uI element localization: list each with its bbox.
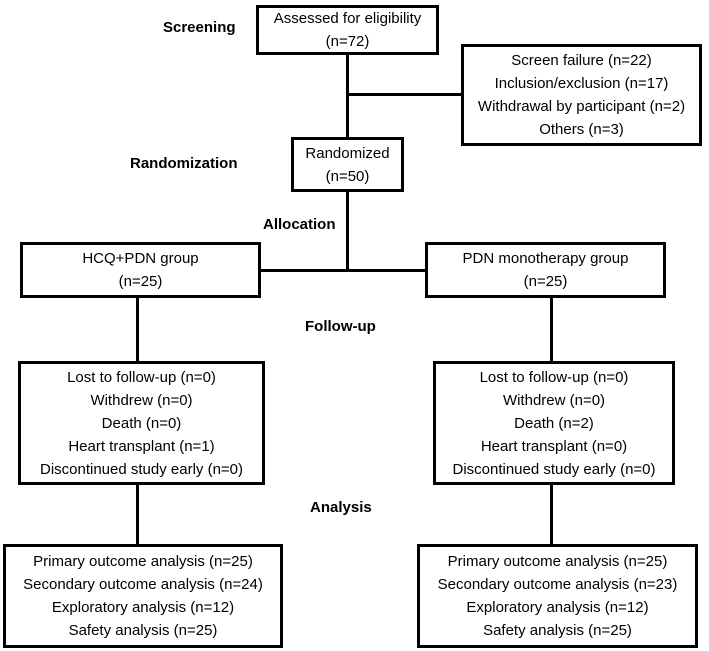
box-line: (n=72) xyxy=(325,33,370,50)
box-pdn-monotherapy-group: PDN monotherapy group (n=25) xyxy=(425,242,666,298)
box-line: Withdrew (n=0) xyxy=(502,391,606,409)
box-followup-hcq-group: Lost to follow-up (n=0) Withdrew (n=0) D… xyxy=(18,361,265,485)
box-line: Randomized xyxy=(305,144,390,162)
stage-label-analysis: Analysis xyxy=(310,499,372,516)
box-analysis-pdn-group: Primary outcome analysis (n=25) Secondar… xyxy=(417,544,698,648)
box-line: Others (n=3) xyxy=(539,121,624,138)
box-line: Exploratory analysis (n=12) xyxy=(51,599,235,616)
box-line: Death (n=0) xyxy=(101,414,182,432)
box-line: Withdrew (n=0) xyxy=(90,391,193,409)
connector-to-excluded-box xyxy=(346,93,461,96)
box-line: Assessed for eligibility xyxy=(273,10,422,27)
box-line: Secondary outcome analysis (n=24) xyxy=(23,576,263,593)
box-line: Primary outcome analysis (n=25) xyxy=(33,553,253,570)
box-line: Lost to follow-up (n=0) xyxy=(67,368,216,386)
stage-label-allocation: Allocation xyxy=(263,216,336,233)
box-screen-failure-exclusions: Screen failure (n=22) Inclusion/exclusio… xyxy=(461,44,702,146)
box-analysis-hcq-group: Primary outcome analysis (n=25) Secondar… xyxy=(3,544,283,648)
box-line: Discontinued study early (n=0) xyxy=(39,460,244,478)
box-line: (n=50) xyxy=(325,167,370,185)
box-hcq-pdn-group: HCQ+PDN group (n=25) xyxy=(20,242,261,298)
stage-label-followup: Follow-up xyxy=(305,318,376,335)
box-line: Death (n=2) xyxy=(514,414,594,432)
box-line: Safety analysis (n=25) xyxy=(68,622,218,639)
connector-pdn-to-followup xyxy=(550,298,553,361)
connector-randomized-to-split xyxy=(346,192,349,272)
box-followup-pdn-group: Lost to follow-up (n=0) Withdrew (n=0) D… xyxy=(433,361,675,485)
box-line: Withdrawal by participant (n=2) xyxy=(477,98,686,115)
connector-allocation-split xyxy=(260,269,426,272)
box-line: Safety analysis (n=25) xyxy=(483,622,632,639)
box-line: (n=25) xyxy=(118,273,163,290)
box-line: PDN monotherapy group xyxy=(462,250,629,267)
box-line: Heart transplant (n=1) xyxy=(68,437,215,455)
stage-label-randomization: Randomization xyxy=(130,155,238,172)
connector-hcq-to-followup xyxy=(136,298,139,361)
box-line: Secondary outcome analysis (n=23) xyxy=(437,576,678,593)
box-assessed-for-eligibility: Assessed for eligibility (n=72) xyxy=(256,5,439,55)
box-randomized: Randomized (n=50) xyxy=(291,137,404,192)
box-line: Exploratory analysis (n=12) xyxy=(466,599,649,616)
connector-followup-to-analysis-hcq xyxy=(136,485,139,544)
box-line: Heart transplant (n=0) xyxy=(480,437,628,455)
box-line: Screen failure (n=22) xyxy=(511,52,652,69)
connector-assessed-to-randomized xyxy=(346,55,349,137)
box-line: (n=25) xyxy=(523,273,568,290)
connector-followup-to-analysis-pdn xyxy=(550,485,553,544)
box-line: Lost to follow-up (n=0) xyxy=(479,368,629,386)
box-line: Discontinued study early (n=0) xyxy=(452,460,656,478)
box-line: HCQ+PDN group xyxy=(82,250,199,267)
box-line: Primary outcome analysis (n=25) xyxy=(447,553,668,570)
stage-label-screening: Screening xyxy=(163,19,236,36)
box-line: Inclusion/exclusion (n=17) xyxy=(494,75,669,92)
